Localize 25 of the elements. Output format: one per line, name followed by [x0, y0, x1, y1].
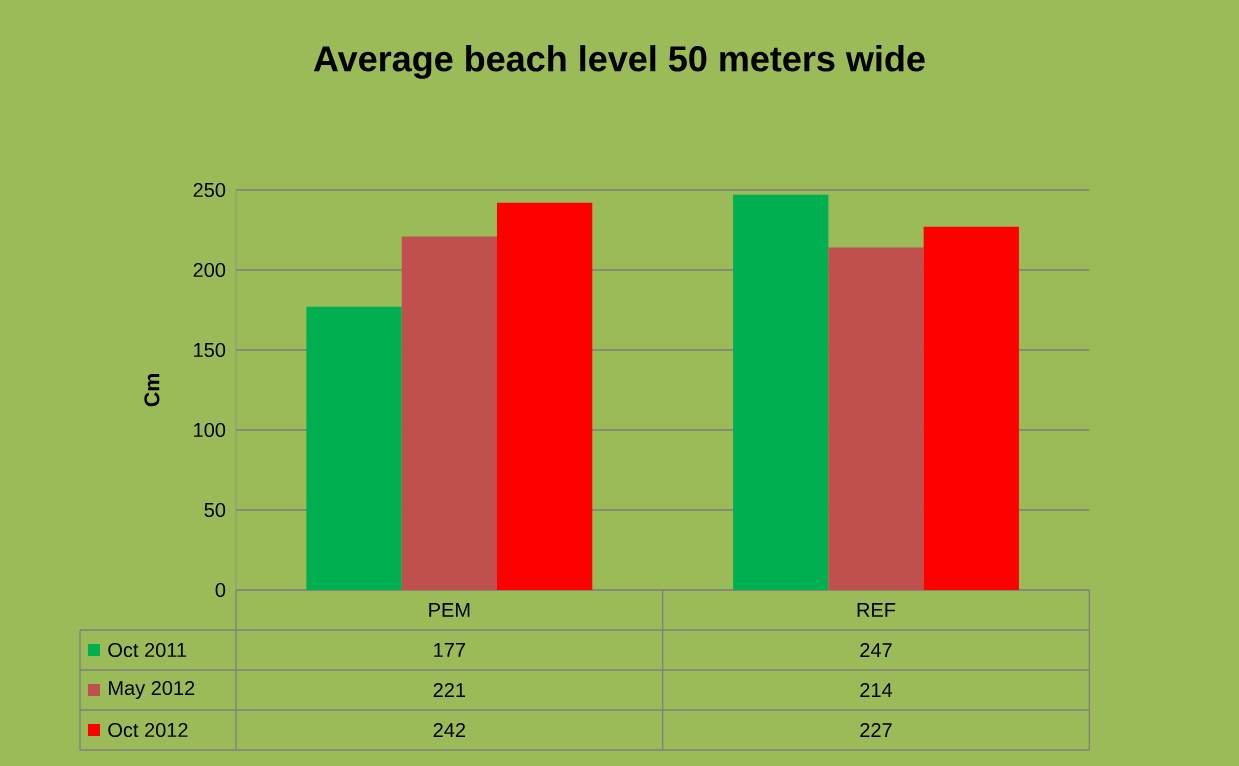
bar: [923, 226, 1019, 590]
y-tick-label: 0: [215, 582, 226, 598]
y-tick-label: 50: [204, 502, 226, 518]
x-tick-label: REF: [857, 603, 896, 617]
legend-label: Oct 2012: [108, 722, 188, 738]
chart-title: Average beach level 50 meters wide: [313, 45, 925, 79]
bar: [496, 202, 593, 590]
data-label: 242: [433, 723, 466, 737]
bar: [733, 194, 829, 590]
legend-label: May 2012: [109, 680, 195, 700]
bar: [306, 306, 402, 590]
data-label: 221: [433, 683, 466, 697]
y-tick-label: 250: [193, 182, 226, 198]
data-label: 247: [860, 643, 892, 657]
data-label: 214: [860, 683, 893, 697]
y-axis-title: Cm: [144, 374, 160, 407]
y-tick-label: 200: [193, 262, 226, 278]
legend-label: Oct 2011: [108, 642, 187, 658]
y-tick-label: 150: [194, 342, 226, 358]
bar: [401, 236, 497, 590]
data-label: 227: [860, 723, 892, 737]
y-tick-label: 100: [194, 422, 226, 438]
x-tick-label: PEM: [429, 603, 470, 617]
data-label: 177: [434, 643, 466, 657]
bar: [828, 247, 924, 590]
